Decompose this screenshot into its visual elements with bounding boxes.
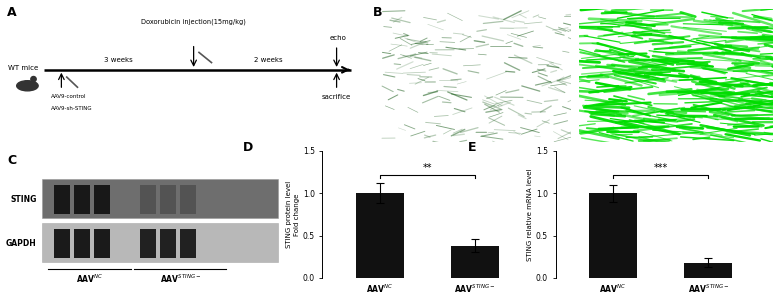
- Bar: [42, 179, 278, 218]
- Ellipse shape: [17, 81, 38, 91]
- Bar: [94, 229, 110, 258]
- Text: AAV$^{STING-}$: AAV$^{STING-}$: [160, 272, 200, 284]
- Text: AAV$^{NC}$: AAV$^{NC}$: [76, 272, 103, 284]
- Text: 2 weeks: 2 weeks: [254, 56, 283, 63]
- Text: WT mice: WT mice: [8, 65, 38, 71]
- Text: AAV$^{STING-}$: AAV$^{STING-}$: [653, 150, 699, 162]
- Ellipse shape: [31, 76, 37, 82]
- Text: **: **: [423, 163, 432, 173]
- Text: 3 weeks: 3 weeks: [104, 56, 133, 63]
- Bar: [42, 223, 278, 262]
- Bar: [685, 263, 732, 278]
- Bar: [74, 185, 89, 214]
- Bar: [54, 185, 70, 214]
- Bar: [74, 229, 89, 258]
- Bar: [356, 193, 403, 278]
- Bar: [451, 246, 499, 278]
- Text: E: E: [468, 141, 476, 154]
- Text: AAV9-control: AAV9-control: [51, 95, 86, 99]
- Bar: [589, 193, 636, 278]
- Text: AAV$^{NC}$: AAV$^{NC}$: [461, 150, 491, 162]
- Bar: [180, 185, 196, 214]
- Bar: [160, 185, 176, 214]
- Bar: [160, 229, 176, 258]
- Bar: [140, 229, 156, 258]
- Bar: [180, 229, 196, 258]
- Bar: [54, 229, 70, 258]
- Y-axis label: STING protein level
Fold change: STING protein level Fold change: [286, 181, 300, 248]
- Text: Doxorubicin injection(15mg/kg): Doxorubicin injection(15mg/kg): [141, 18, 246, 25]
- Text: STING: STING: [10, 195, 37, 204]
- Text: D: D: [242, 141, 253, 154]
- Text: C: C: [8, 154, 17, 167]
- Text: sacrifice: sacrifice: [322, 95, 351, 101]
- Text: B: B: [373, 6, 382, 19]
- Bar: [94, 185, 110, 214]
- Text: AAV9-sh-STING: AAV9-sh-STING: [51, 106, 92, 111]
- Text: A: A: [8, 6, 17, 19]
- Bar: [140, 185, 156, 214]
- Text: ***: ***: [653, 163, 667, 173]
- Y-axis label: STING relative mRNA level: STING relative mRNA level: [527, 168, 533, 261]
- Text: echo: echo: [330, 35, 347, 41]
- Text: GAPDH: GAPDH: [5, 239, 37, 248]
